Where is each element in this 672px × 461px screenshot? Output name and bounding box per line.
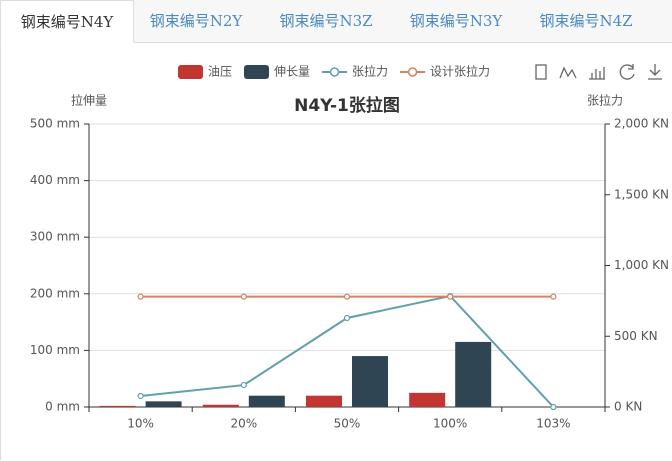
tool-data-view[interactable] bbox=[535, 64, 547, 80]
point bbox=[343, 314, 351, 322]
legend-swatch bbox=[178, 65, 203, 79]
y2-tick-label: 0 KN bbox=[614, 400, 642, 414]
y-axis-label: 拉伸量 bbox=[71, 93, 107, 108]
x-tick-label: 103% bbox=[536, 417, 570, 431]
y-tick-label: 500 mm bbox=[30, 117, 80, 131]
tab[interactable]: 钢束编号N2Y bbox=[149, 12, 243, 30]
tab-bar: 钢束编号N4Y 钢束编号N2Y 钢束编号N3Z 钢束编号N3Y 钢束编号N4Z bbox=[0, 0, 672, 43]
chart-title: N4Y-1张拉图 bbox=[294, 95, 400, 116]
tab[interactable]: 钢束编号N4Y bbox=[0, 0, 134, 43]
bar bbox=[455, 341, 492, 407]
point bbox=[240, 381, 247, 389]
legend-label: 设计张拉力 bbox=[430, 64, 490, 79]
point bbox=[550, 293, 557, 300]
y-tick-label: 200 mm bbox=[30, 286, 80, 300]
line bbox=[140, 294, 555, 408]
legend-swatch bbox=[407, 67, 418, 77]
x-tick-label: 10% bbox=[127, 417, 154, 431]
legend-item[interactable]: 油压 bbox=[178, 65, 232, 80]
legend-label: 张拉力 bbox=[352, 64, 388, 79]
x-tick-label: 20% bbox=[230, 417, 257, 431]
y2-tick-label: 500 KN bbox=[614, 329, 658, 343]
tool-bar[interactable] bbox=[589, 67, 605, 80]
bar bbox=[145, 401, 182, 407]
tool-line[interactable] bbox=[559, 66, 577, 79]
point bbox=[447, 293, 454, 300]
legend-label: 油压 bbox=[208, 65, 232, 79]
bar bbox=[409, 392, 446, 407]
bar bbox=[352, 356, 388, 407]
x-tick-label: 100% bbox=[433, 417, 467, 431]
y2-tick-label: 1,000 KN bbox=[614, 258, 669, 272]
y-tick-label: 300 mm bbox=[30, 230, 80, 244]
toolbox[interactable] bbox=[535, 64, 662, 80]
tab[interactable]: 钢束编号N4Z bbox=[539, 12, 633, 30]
point bbox=[343, 293, 351, 300]
y-tick-label: 100 mm bbox=[30, 343, 80, 357]
tab[interactable]: 钢束编号N3Y bbox=[409, 12, 503, 30]
legend-item[interactable]: 伸长量 bbox=[244, 65, 310, 80]
legend-item[interactable]: 设计张拉力 bbox=[400, 64, 490, 79]
y2-tick-label: 2,000 KN bbox=[614, 117, 669, 131]
legend-label: 伸长量 bbox=[274, 65, 310, 79]
bar bbox=[99, 405, 136, 407]
y-tick-label: 400 mm bbox=[30, 173, 80, 187]
x-tick-label: 50% bbox=[334, 417, 361, 431]
point bbox=[137, 392, 144, 400]
tool-save[interactable] bbox=[648, 64, 662, 80]
point bbox=[137, 293, 144, 300]
y2-tick-label: 1,500 KN bbox=[614, 187, 669, 201]
panel bbox=[0, 43, 671, 460]
y2-axis-label: 张拉力 bbox=[587, 93, 623, 108]
bar bbox=[306, 395, 342, 407]
legend-item[interactable]: 张拉力 bbox=[322, 64, 388, 79]
bar bbox=[248, 395, 285, 407]
point bbox=[550, 403, 557, 411]
legend-swatch bbox=[329, 67, 340, 77]
tab[interactable]: 钢束编号N3Z bbox=[279, 12, 373, 30]
bar bbox=[202, 404, 239, 407]
legend-swatch bbox=[244, 65, 270, 79]
point bbox=[240, 293, 247, 300]
y-tick-label: 0 mm bbox=[45, 400, 80, 414]
tool-restore[interactable] bbox=[619, 64, 635, 80]
